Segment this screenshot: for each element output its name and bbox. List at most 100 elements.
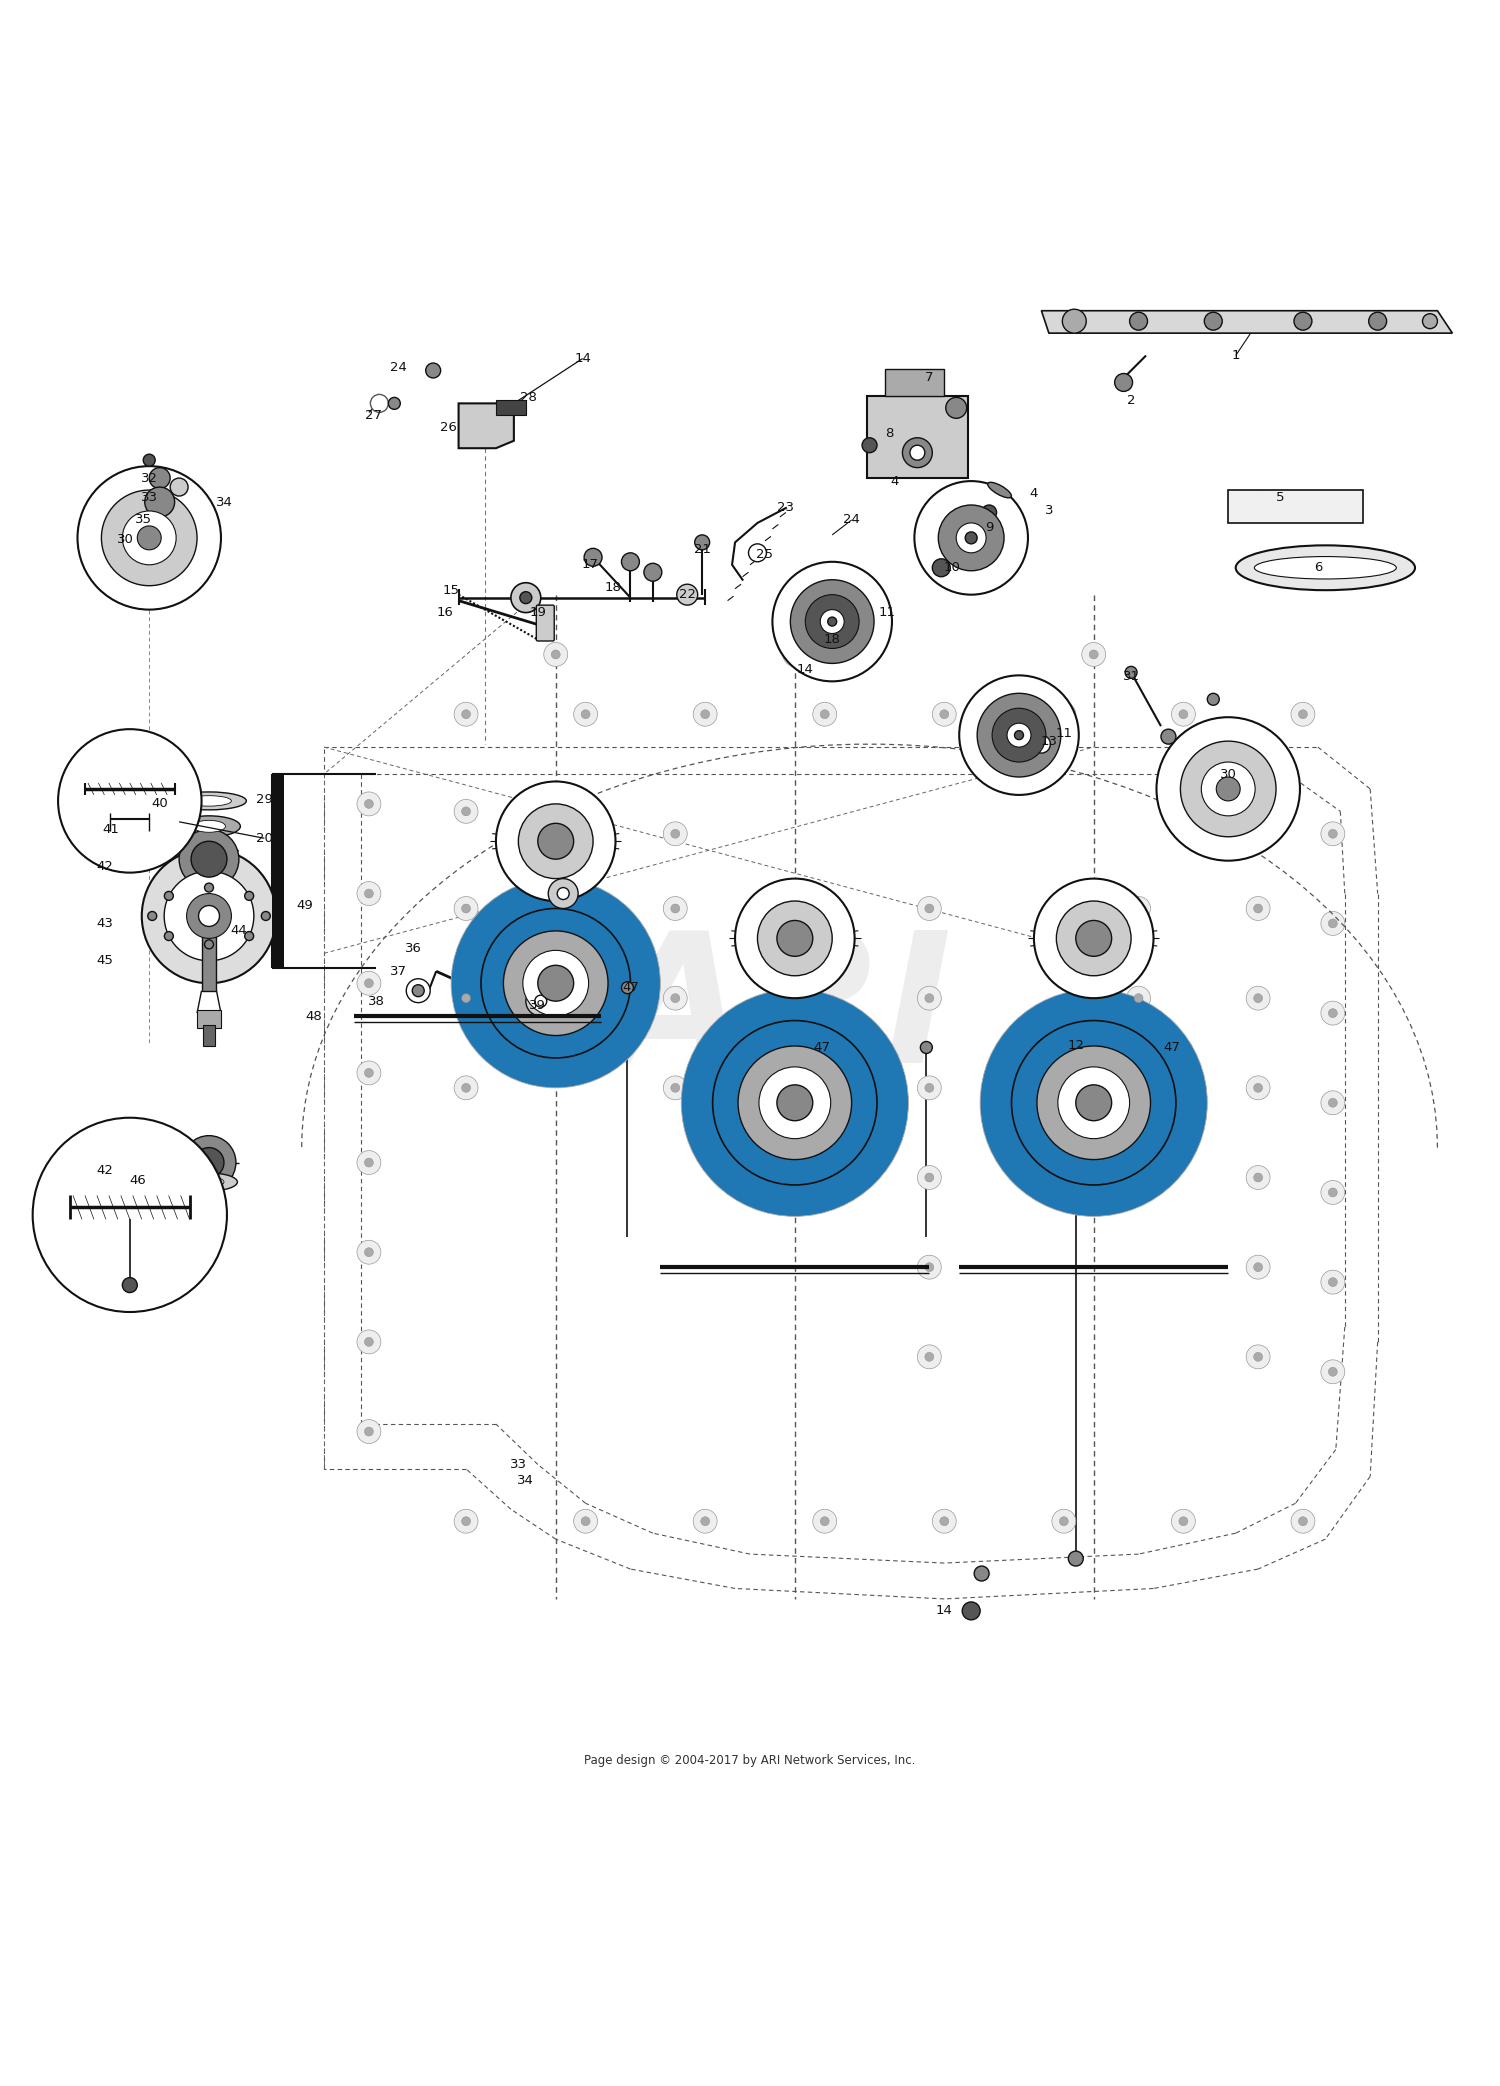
Circle shape xyxy=(504,930,608,1035)
Circle shape xyxy=(1058,1066,1130,1139)
Circle shape xyxy=(790,651,800,659)
Circle shape xyxy=(413,985,424,997)
Circle shape xyxy=(1204,313,1222,330)
Circle shape xyxy=(454,1076,478,1099)
Circle shape xyxy=(1126,897,1150,920)
Text: 45: 45 xyxy=(96,953,112,968)
Text: Page design © 2004-2017 by ARI Network Services, Inc.: Page design © 2004-2017 by ARI Network S… xyxy=(585,1754,915,1767)
Circle shape xyxy=(138,526,160,551)
Circle shape xyxy=(670,993,680,1003)
Text: 36: 36 xyxy=(405,943,422,955)
Circle shape xyxy=(170,478,188,496)
Text: 42: 42 xyxy=(96,859,112,874)
Circle shape xyxy=(956,524,986,553)
Circle shape xyxy=(462,1517,471,1525)
Circle shape xyxy=(1068,1552,1083,1567)
Circle shape xyxy=(123,511,176,565)
Text: 16: 16 xyxy=(436,607,453,620)
Circle shape xyxy=(821,709,830,720)
Circle shape xyxy=(1179,709,1188,720)
Text: 38: 38 xyxy=(368,995,386,1008)
Circle shape xyxy=(1076,1085,1112,1120)
Text: 1: 1 xyxy=(1232,348,1240,363)
Circle shape xyxy=(357,1062,381,1085)
Circle shape xyxy=(204,941,213,949)
Text: 46: 46 xyxy=(129,1174,146,1187)
Circle shape xyxy=(1161,730,1176,745)
Circle shape xyxy=(148,467,170,488)
Circle shape xyxy=(454,799,478,824)
Circle shape xyxy=(918,1076,942,1099)
Circle shape xyxy=(452,878,660,1087)
Circle shape xyxy=(364,978,374,987)
Circle shape xyxy=(1246,1256,1270,1279)
Circle shape xyxy=(962,1602,980,1621)
FancyBboxPatch shape xyxy=(272,774,284,968)
Text: 30: 30 xyxy=(1220,768,1236,780)
Circle shape xyxy=(828,617,837,626)
Text: 31: 31 xyxy=(1122,670,1140,684)
Circle shape xyxy=(958,676,1078,795)
Text: 21: 21 xyxy=(693,542,711,557)
Circle shape xyxy=(33,1118,226,1312)
Circle shape xyxy=(783,642,807,665)
Circle shape xyxy=(676,584,698,605)
Circle shape xyxy=(550,651,560,659)
Text: 43: 43 xyxy=(96,918,112,930)
Circle shape xyxy=(1032,734,1050,753)
Text: 14: 14 xyxy=(574,353,591,365)
Ellipse shape xyxy=(192,820,225,832)
Text: 25: 25 xyxy=(756,549,774,561)
Circle shape xyxy=(821,609,844,634)
Circle shape xyxy=(1134,903,1143,914)
Circle shape xyxy=(370,394,388,413)
Circle shape xyxy=(1329,1277,1338,1287)
FancyBboxPatch shape xyxy=(196,1010,220,1028)
Circle shape xyxy=(520,592,532,603)
FancyBboxPatch shape xyxy=(537,605,554,640)
Circle shape xyxy=(524,951,588,1016)
Circle shape xyxy=(186,893,231,939)
Circle shape xyxy=(700,1517,709,1525)
Circle shape xyxy=(1011,1020,1176,1185)
Text: 37: 37 xyxy=(390,964,408,978)
Text: 32: 32 xyxy=(141,471,158,484)
Circle shape xyxy=(142,849,276,983)
Circle shape xyxy=(1208,693,1219,705)
Circle shape xyxy=(1329,830,1338,839)
Circle shape xyxy=(1246,987,1270,1010)
FancyBboxPatch shape xyxy=(496,401,526,415)
Circle shape xyxy=(1292,703,1316,726)
Circle shape xyxy=(1016,1024,1172,1181)
Circle shape xyxy=(1246,1166,1270,1189)
Circle shape xyxy=(1329,1187,1338,1197)
Text: 47: 47 xyxy=(1162,1041,1180,1053)
Circle shape xyxy=(144,455,154,465)
Circle shape xyxy=(182,1135,236,1189)
Circle shape xyxy=(1322,912,1346,935)
Circle shape xyxy=(926,1172,934,1183)
Circle shape xyxy=(526,987,555,1016)
Circle shape xyxy=(1216,776,1240,801)
Circle shape xyxy=(1126,1076,1150,1099)
Circle shape xyxy=(693,703,717,726)
Circle shape xyxy=(1299,1517,1308,1525)
Circle shape xyxy=(670,830,680,839)
Ellipse shape xyxy=(1236,544,1414,590)
Text: 30: 30 xyxy=(117,532,134,547)
Circle shape xyxy=(462,807,471,816)
Circle shape xyxy=(915,482,1028,595)
Circle shape xyxy=(693,1510,717,1533)
Ellipse shape xyxy=(180,1172,237,1191)
Circle shape xyxy=(1368,313,1386,330)
Circle shape xyxy=(694,534,709,551)
Circle shape xyxy=(621,553,639,572)
Circle shape xyxy=(580,709,590,720)
Circle shape xyxy=(933,559,951,576)
Text: 17: 17 xyxy=(582,559,598,572)
Circle shape xyxy=(1179,1517,1188,1525)
Circle shape xyxy=(123,1277,138,1293)
Text: 10: 10 xyxy=(944,561,960,574)
Circle shape xyxy=(364,1247,374,1256)
Circle shape xyxy=(1254,1262,1263,1272)
